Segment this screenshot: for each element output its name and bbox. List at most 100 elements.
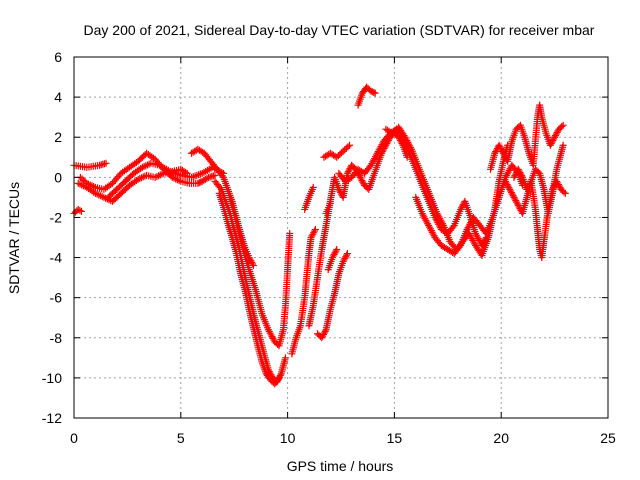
x-tick-label: 10 — [280, 430, 296, 446]
data-point-marker — [356, 173, 364, 181]
data-point-marker — [321, 327, 329, 335]
data-point-marker — [523, 185, 531, 193]
y-tick-label: 4 — [54, 89, 62, 105]
data-point-marker — [518, 172, 526, 180]
data-point-marker — [370, 88, 378, 96]
data-point-marker — [90, 183, 98, 191]
data-point-marker — [508, 190, 516, 198]
data-point-marker — [553, 128, 561, 136]
y-axis-ticks: -12 -10 -8 -6 -4 -2 0 2 4 6 — [42, 49, 608, 426]
data-point-marker — [248, 258, 256, 266]
data-point-marker — [559, 121, 567, 129]
data-point-marker — [552, 130, 560, 138]
data-point-marker — [330, 250, 338, 258]
data-point-marker — [139, 173, 147, 181]
data-point-marker — [319, 331, 327, 339]
data-point-marker — [407, 144, 415, 152]
data-point-marker — [78, 175, 86, 183]
data-point-marker — [134, 175, 142, 183]
data-point-marker — [499, 149, 507, 157]
data-point-marker — [492, 148, 500, 156]
data-point-marker — [548, 138, 556, 146]
chart-title: Day 200 of 2021, Sidereal Day-to-day VTE… — [84, 22, 595, 38]
data-point-marker — [309, 230, 317, 238]
gridlines — [74, 57, 608, 418]
data-point-marker — [345, 166, 353, 174]
data-point-marker — [309, 183, 317, 191]
data-point-marker — [344, 143, 352, 151]
data-point-marker — [85, 180, 93, 188]
data-point-marker — [88, 182, 96, 190]
data-point-marker — [342, 144, 350, 152]
data-point-marker — [93, 190, 101, 198]
x-axis-label: GPS time / hours — [287, 458, 394, 474]
data-point-marker — [328, 254, 336, 262]
data-point-marker — [308, 232, 316, 240]
x-tick-label: 20 — [493, 430, 509, 446]
data-point-marker — [498, 148, 506, 156]
data-point-marker — [175, 177, 183, 185]
data-point-marker — [501, 177, 509, 185]
data-point-marker — [517, 170, 525, 178]
data-point-marker — [143, 161, 151, 169]
data-point-marker — [524, 184, 532, 192]
data-point-marker — [516, 169, 524, 177]
data-point-marker — [138, 163, 146, 171]
data-point-marker — [507, 187, 515, 195]
data-point-marker — [197, 178, 205, 186]
data-point-marker — [560, 188, 568, 196]
x-tick-label: 25 — [600, 430, 616, 446]
data-point-marker — [307, 234, 315, 241]
data-point-marker — [142, 162, 150, 170]
data-point-marker — [77, 207, 85, 215]
data-point-marker — [340, 256, 348, 264]
data-point-marker — [334, 152, 342, 160]
data-point-marker — [326, 199, 334, 207]
data-point-marker — [151, 173, 159, 181]
data-point-marker — [336, 150, 344, 158]
data-point-marker — [311, 227, 319, 235]
data-point-marker — [525, 181, 533, 189]
y-tick-label: -2 — [50, 209, 63, 225]
data-point-marker — [558, 123, 566, 131]
data-point-marker — [341, 254, 349, 262]
data-point-marker — [155, 172, 163, 180]
data-point-marker — [526, 179, 534, 187]
x-axis-ticks: 0 5 10 15 20 25 — [70, 57, 616, 446]
data-points — [70, 83, 569, 388]
data-point-marker — [504, 182, 512, 190]
data-point-marker — [137, 174, 145, 182]
data-point-marker — [95, 191, 103, 199]
data-point-marker — [318, 334, 326, 342]
data-point-marker — [343, 250, 351, 258]
data-point-marker — [550, 135, 558, 143]
data-point-marker — [329, 252, 337, 260]
data-point-marker — [511, 195, 519, 203]
data-point-marker — [506, 185, 514, 193]
data-point-marker — [319, 332, 327, 340]
data-point-marker — [511, 172, 519, 180]
data-point-marker — [507, 189, 515, 197]
data-point-marker — [491, 149, 499, 157]
data-point-marker — [275, 374, 283, 382]
data-point-marker — [76, 180, 84, 188]
data-point-marker — [498, 146, 506, 154]
data-point-marker — [390, 128, 398, 136]
data-point-marker — [74, 179, 82, 187]
data-point-marker — [510, 193, 518, 201]
data-point-marker — [546, 141, 554, 149]
data-point-marker — [339, 258, 347, 266]
data-point-marker — [513, 200, 521, 208]
y-tick-label: -12 — [42, 410, 62, 426]
data-point-marker — [503, 181, 511, 189]
data-point-marker — [515, 167, 523, 175]
data-point-marker — [343, 251, 351, 259]
data-point-marker — [495, 141, 503, 149]
data-point-marker — [505, 184, 513, 192]
data-point-marker — [153, 173, 161, 181]
data-point-marker — [359, 178, 367, 186]
data-point-marker — [496, 143, 504, 151]
data-point-marker — [91, 189, 99, 197]
data-point-marker — [203, 174, 211, 182]
